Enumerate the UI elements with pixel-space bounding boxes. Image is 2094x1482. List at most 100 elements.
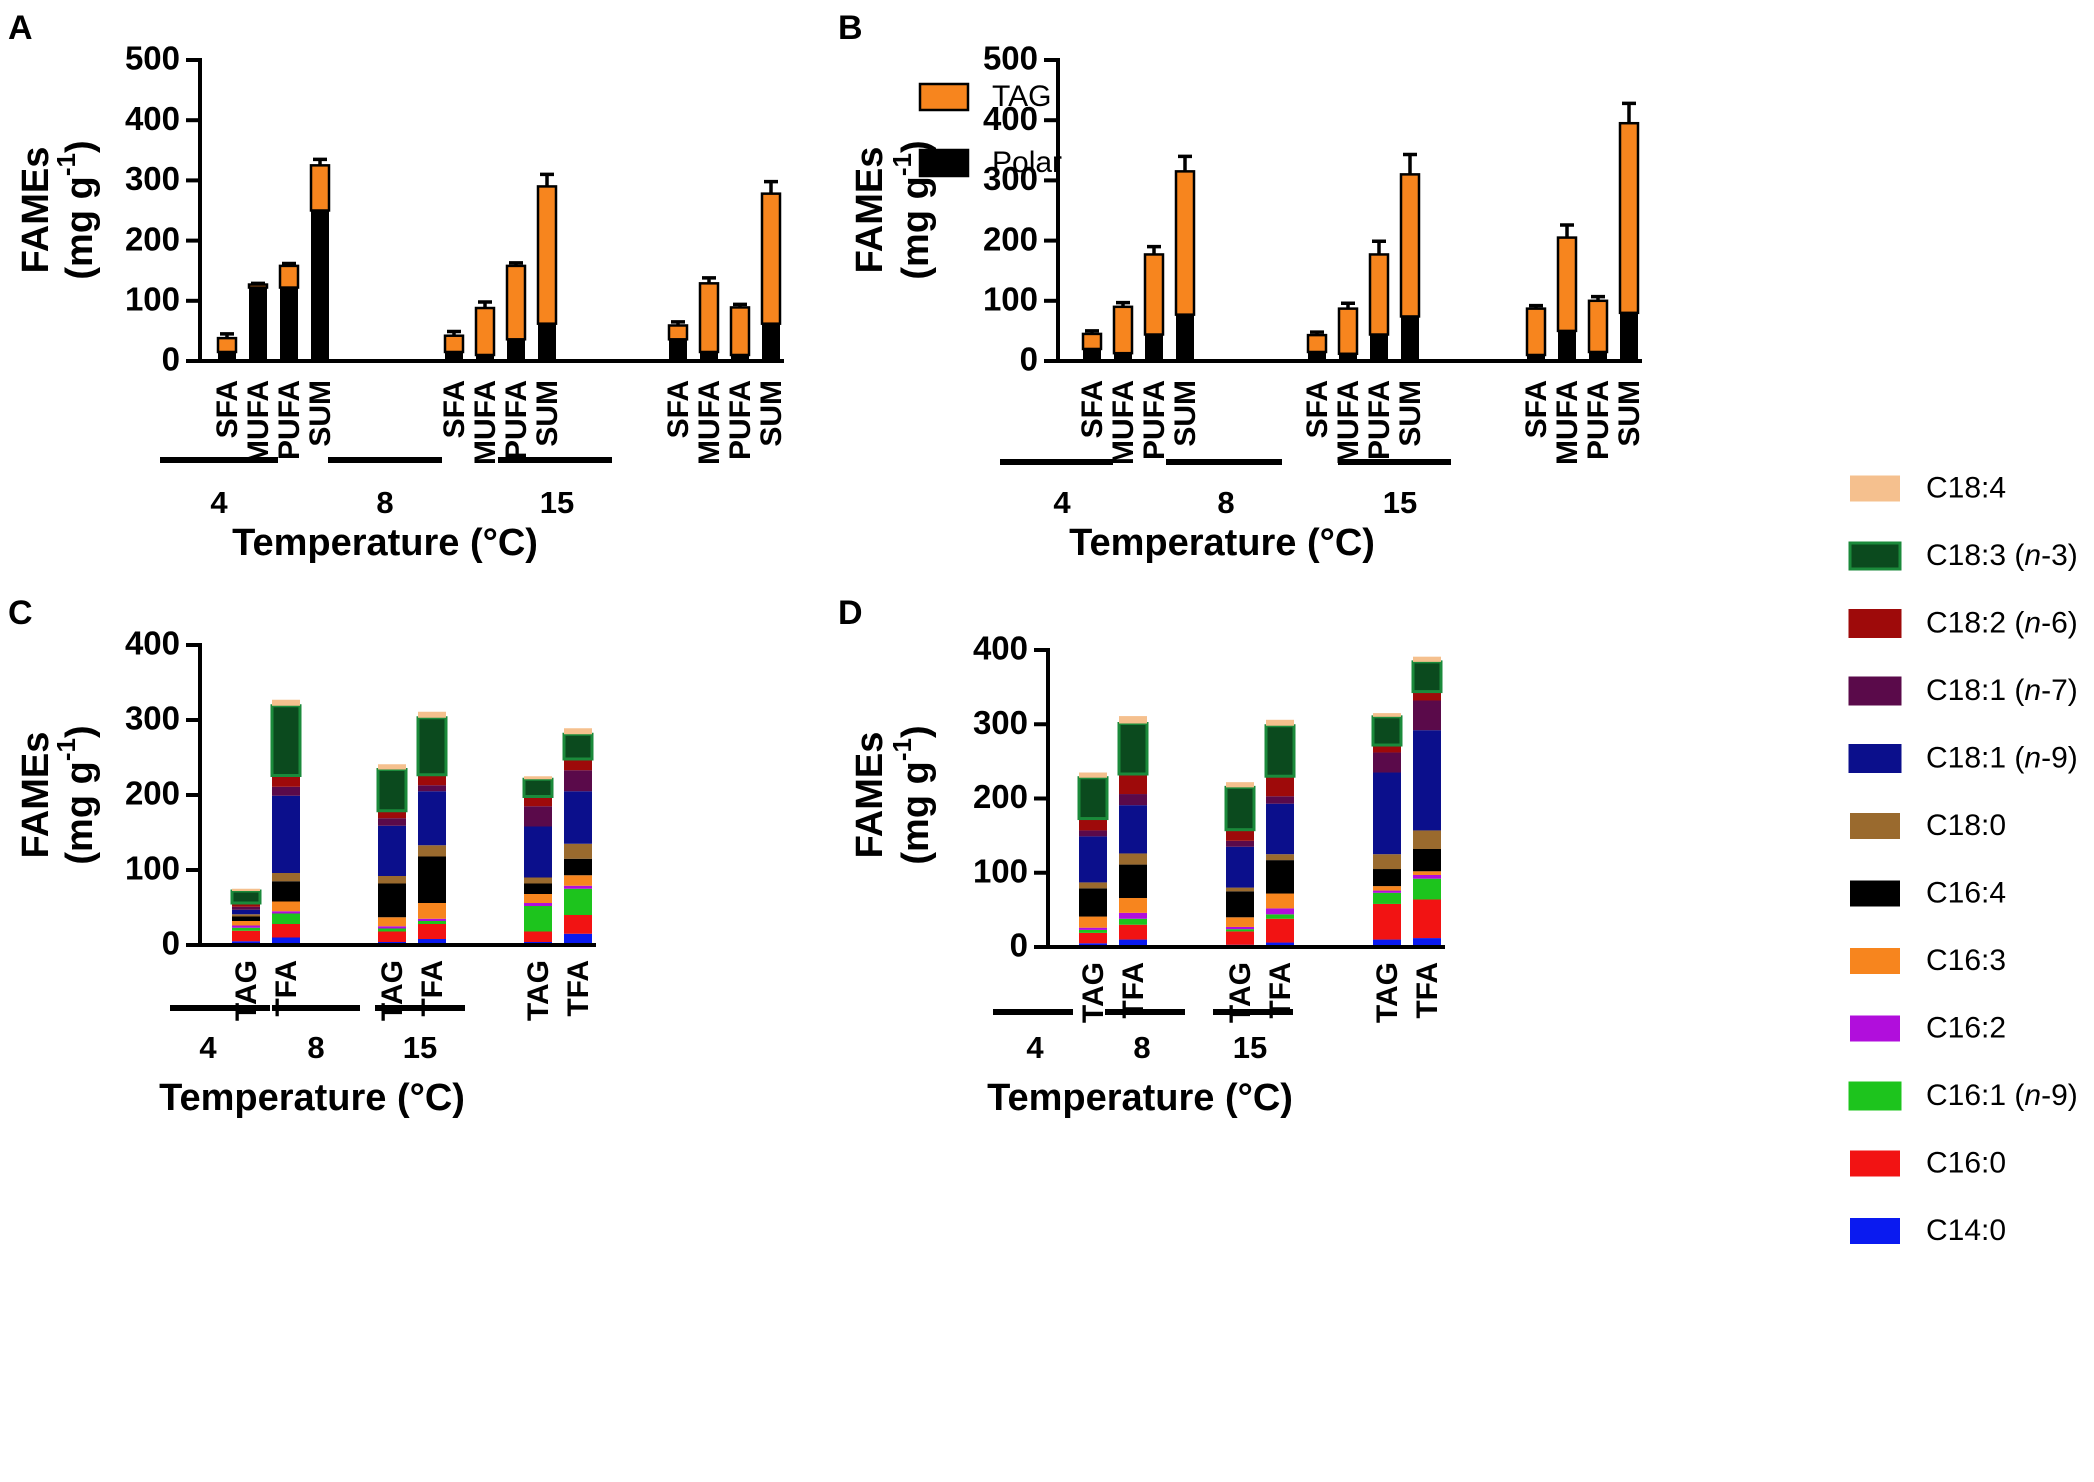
legend-label: C16:4	[1926, 876, 2006, 909]
category-label: SFA	[211, 380, 244, 438]
bar-segment-c16-2	[378, 926, 406, 929]
y-tick-label: 0	[1020, 341, 1038, 378]
category-label: MUFA	[1551, 380, 1584, 465]
bar-tag	[729, 306, 751, 357]
bar-tag	[1618, 121, 1640, 315]
y-tick-label: 100	[125, 281, 180, 318]
bar-segment-c16-2	[418, 918, 446, 921]
bar-segment-c18-1-n-7-	[1373, 752, 1401, 773]
legend-swatch	[1850, 813, 1900, 839]
bar-segment-c16-3	[564, 875, 592, 886]
legend-tag-polar: TAG Polar	[918, 80, 1062, 179]
bar-polar	[280, 287, 298, 361]
bar-segment-c18-0	[1266, 854, 1294, 861]
bar-segment-c18-4	[1373, 713, 1401, 717]
category-label: MUFA	[242, 380, 275, 465]
bar-segment-c18-3-n-3-	[1411, 660, 1443, 694]
bar-segment-c16-2	[564, 885, 592, 889]
bar-segment-c18-1-n-9-	[1373, 772, 1401, 855]
y-axis-title: FAMEs	[15, 732, 57, 859]
bar-segment-c16-3	[1413, 871, 1441, 875]
bar-segment-c16-1-n-9-	[1119, 918, 1147, 925]
legend-fatty-acids: C18:4 C18:3 (n-3) C18:2 (n-6) C18:1 (n-7) C1…	[1848, 471, 2078, 1247]
category-label: PUFA	[1582, 380, 1615, 460]
bar-segment-c18-2-n-6-	[564, 759, 592, 771]
bar-segment-c18-4	[1226, 782, 1254, 788]
legend-label: C18:3 (n-3)	[1926, 539, 2078, 572]
x-axis-title: Temperature (°C)	[159, 1077, 465, 1119]
panel-label: C	[8, 594, 33, 632]
bar-segment-c16-4	[1119, 864, 1147, 898]
bar-segment-c16-3	[418, 903, 446, 919]
bar-tag	[1081, 332, 1103, 351]
bar-segment-c18-0	[232, 914, 260, 917]
bar-segment-c18-1-n-9-	[524, 826, 552, 878]
bar-segment-c18-2-n-6-	[418, 774, 446, 786]
error-bar	[1147, 244, 1161, 255]
bar-segment-c18-1-n-7-	[1266, 796, 1294, 804]
bar-segment-c18-2-n-6-	[524, 796, 552, 807]
category-label: PUFA	[273, 380, 306, 460]
bar-polar	[218, 351, 236, 361]
error-bar	[313, 157, 327, 166]
legend-swatch	[1850, 475, 1900, 502]
bar-segment-c16-4	[1266, 860, 1294, 894]
y-tick-label: 200	[125, 220, 180, 257]
bar-tag	[1174, 170, 1196, 316]
bar-segment-c16-1-n-9-	[524, 906, 552, 932]
category-label: SUM	[1169, 380, 1202, 447]
y-tick-label: 200	[983, 220, 1038, 257]
bar-polar	[731, 354, 749, 361]
bar-segment-c16-3	[378, 917, 406, 927]
bar-segment-c18-2-n-6-	[1226, 829, 1254, 841]
error-bar	[702, 276, 716, 284]
bar-segment-c18-2-n-6-	[272, 775, 300, 787]
x-axis-title: Temperature (°C)	[1069, 522, 1375, 564]
bar-tag	[216, 336, 238, 354]
y-tick-label: 200	[973, 778, 1028, 815]
bar-segment-c16-2	[1413, 874, 1441, 879]
bar-segment-c16-4	[1079, 888, 1107, 917]
error-bar	[1310, 330, 1324, 336]
legend-label-tag: TAG	[992, 80, 1051, 113]
y-tick-label: 100	[973, 852, 1028, 889]
bar-segment-c18-1-n-7-	[272, 786, 300, 796]
bar-segment-c18-2-n-6-	[378, 810, 406, 819]
legend-swatch	[1850, 1218, 1900, 1244]
bar-tag	[536, 185, 558, 325]
legend-swatch-tag	[918, 82, 970, 112]
bar-segment-c18-4	[378, 764, 406, 770]
bar-segment-c16-2	[1266, 908, 1294, 915]
error-bar	[478, 300, 492, 309]
bar-segment-c18-0	[1373, 854, 1401, 870]
bar-segment-c18-0	[272, 873, 300, 882]
legend-label: C18:4	[1926, 471, 2006, 504]
y-tick-label: 400	[125, 100, 180, 137]
error-bar	[1622, 101, 1636, 124]
bar-segment-c18-3-n-3-	[1117, 722, 1149, 776]
bar-segment-c18-1-n-9-	[418, 791, 446, 846]
bar-segment-c18-3-n-3-	[1077, 776, 1109, 821]
bar-segment-c18-3-n-3-	[270, 704, 302, 777]
error-bar	[1341, 301, 1355, 309]
bar-segment-c16-0	[232, 930, 260, 942]
y-tick-label: 400	[983, 100, 1038, 137]
bar-segment-c18-0	[1119, 853, 1147, 865]
bar-segment-c16-0	[1413, 899, 1441, 939]
group-label: 15	[1383, 485, 1417, 520]
bar-segment-c18-1-n-9-	[1079, 836, 1107, 883]
bar-segment-c18-3-n-3-	[1371, 715, 1403, 747]
bar-polar	[476, 354, 494, 361]
category-label: PUFA	[1138, 380, 1171, 460]
bar-segment-c18-0	[418, 845, 446, 857]
bar-segment-c18-3-n-3-	[522, 777, 554, 798]
bar-segment-c16-3	[1373, 886, 1401, 891]
bar-segment-c16-1-n-9-	[232, 927, 260, 931]
bar-tag	[1525, 307, 1547, 357]
group-label: 4	[210, 485, 228, 520]
error-bar	[1178, 154, 1192, 172]
bar-segment-c18-1-n-9-	[564, 791, 592, 844]
bar-segment-c18-1-n-7-	[564, 770, 592, 792]
